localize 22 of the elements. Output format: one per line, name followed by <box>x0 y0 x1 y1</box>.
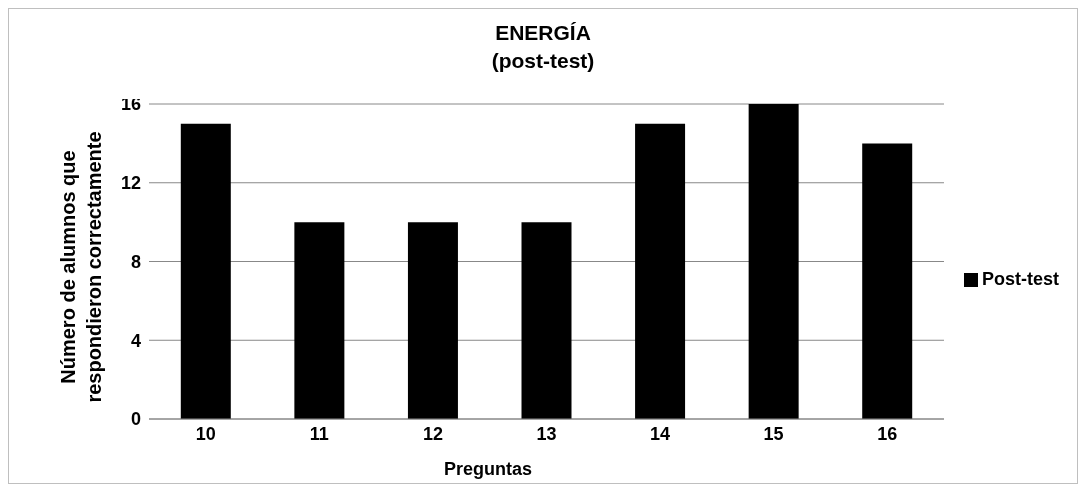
x-tick-label: 13 <box>536 423 557 444</box>
bar <box>180 123 231 419</box>
x-tick-label: 12 <box>422 423 443 444</box>
bar <box>862 143 913 419</box>
legend-label: Post-test <box>981 268 1059 289</box>
x-tick-label: 15 <box>763 423 784 444</box>
y-axis-title: Número de alumnos que respondieron correctamente <box>56 131 106 403</box>
bar <box>294 222 345 419</box>
x-tick-label: 11 <box>309 423 329 444</box>
bar <box>635 123 686 419</box>
y-tick-label: 4 <box>130 330 141 351</box>
x-tick-label: 16 <box>877 423 898 444</box>
y-tick-label: 12 <box>120 173 141 194</box>
x-axis-title: Preguntas <box>443 459 533 480</box>
y-tick-label: 8 <box>130 251 141 272</box>
y-tick-label: 0 <box>130 409 141 430</box>
chart-title: ENERGÍA (post-test) <box>490 20 596 74</box>
bar <box>407 222 458 419</box>
x-tick-label: 14 <box>650 423 671 444</box>
bar <box>521 222 572 419</box>
x-tick-label: 10 <box>195 423 216 444</box>
bar <box>748 104 799 419</box>
